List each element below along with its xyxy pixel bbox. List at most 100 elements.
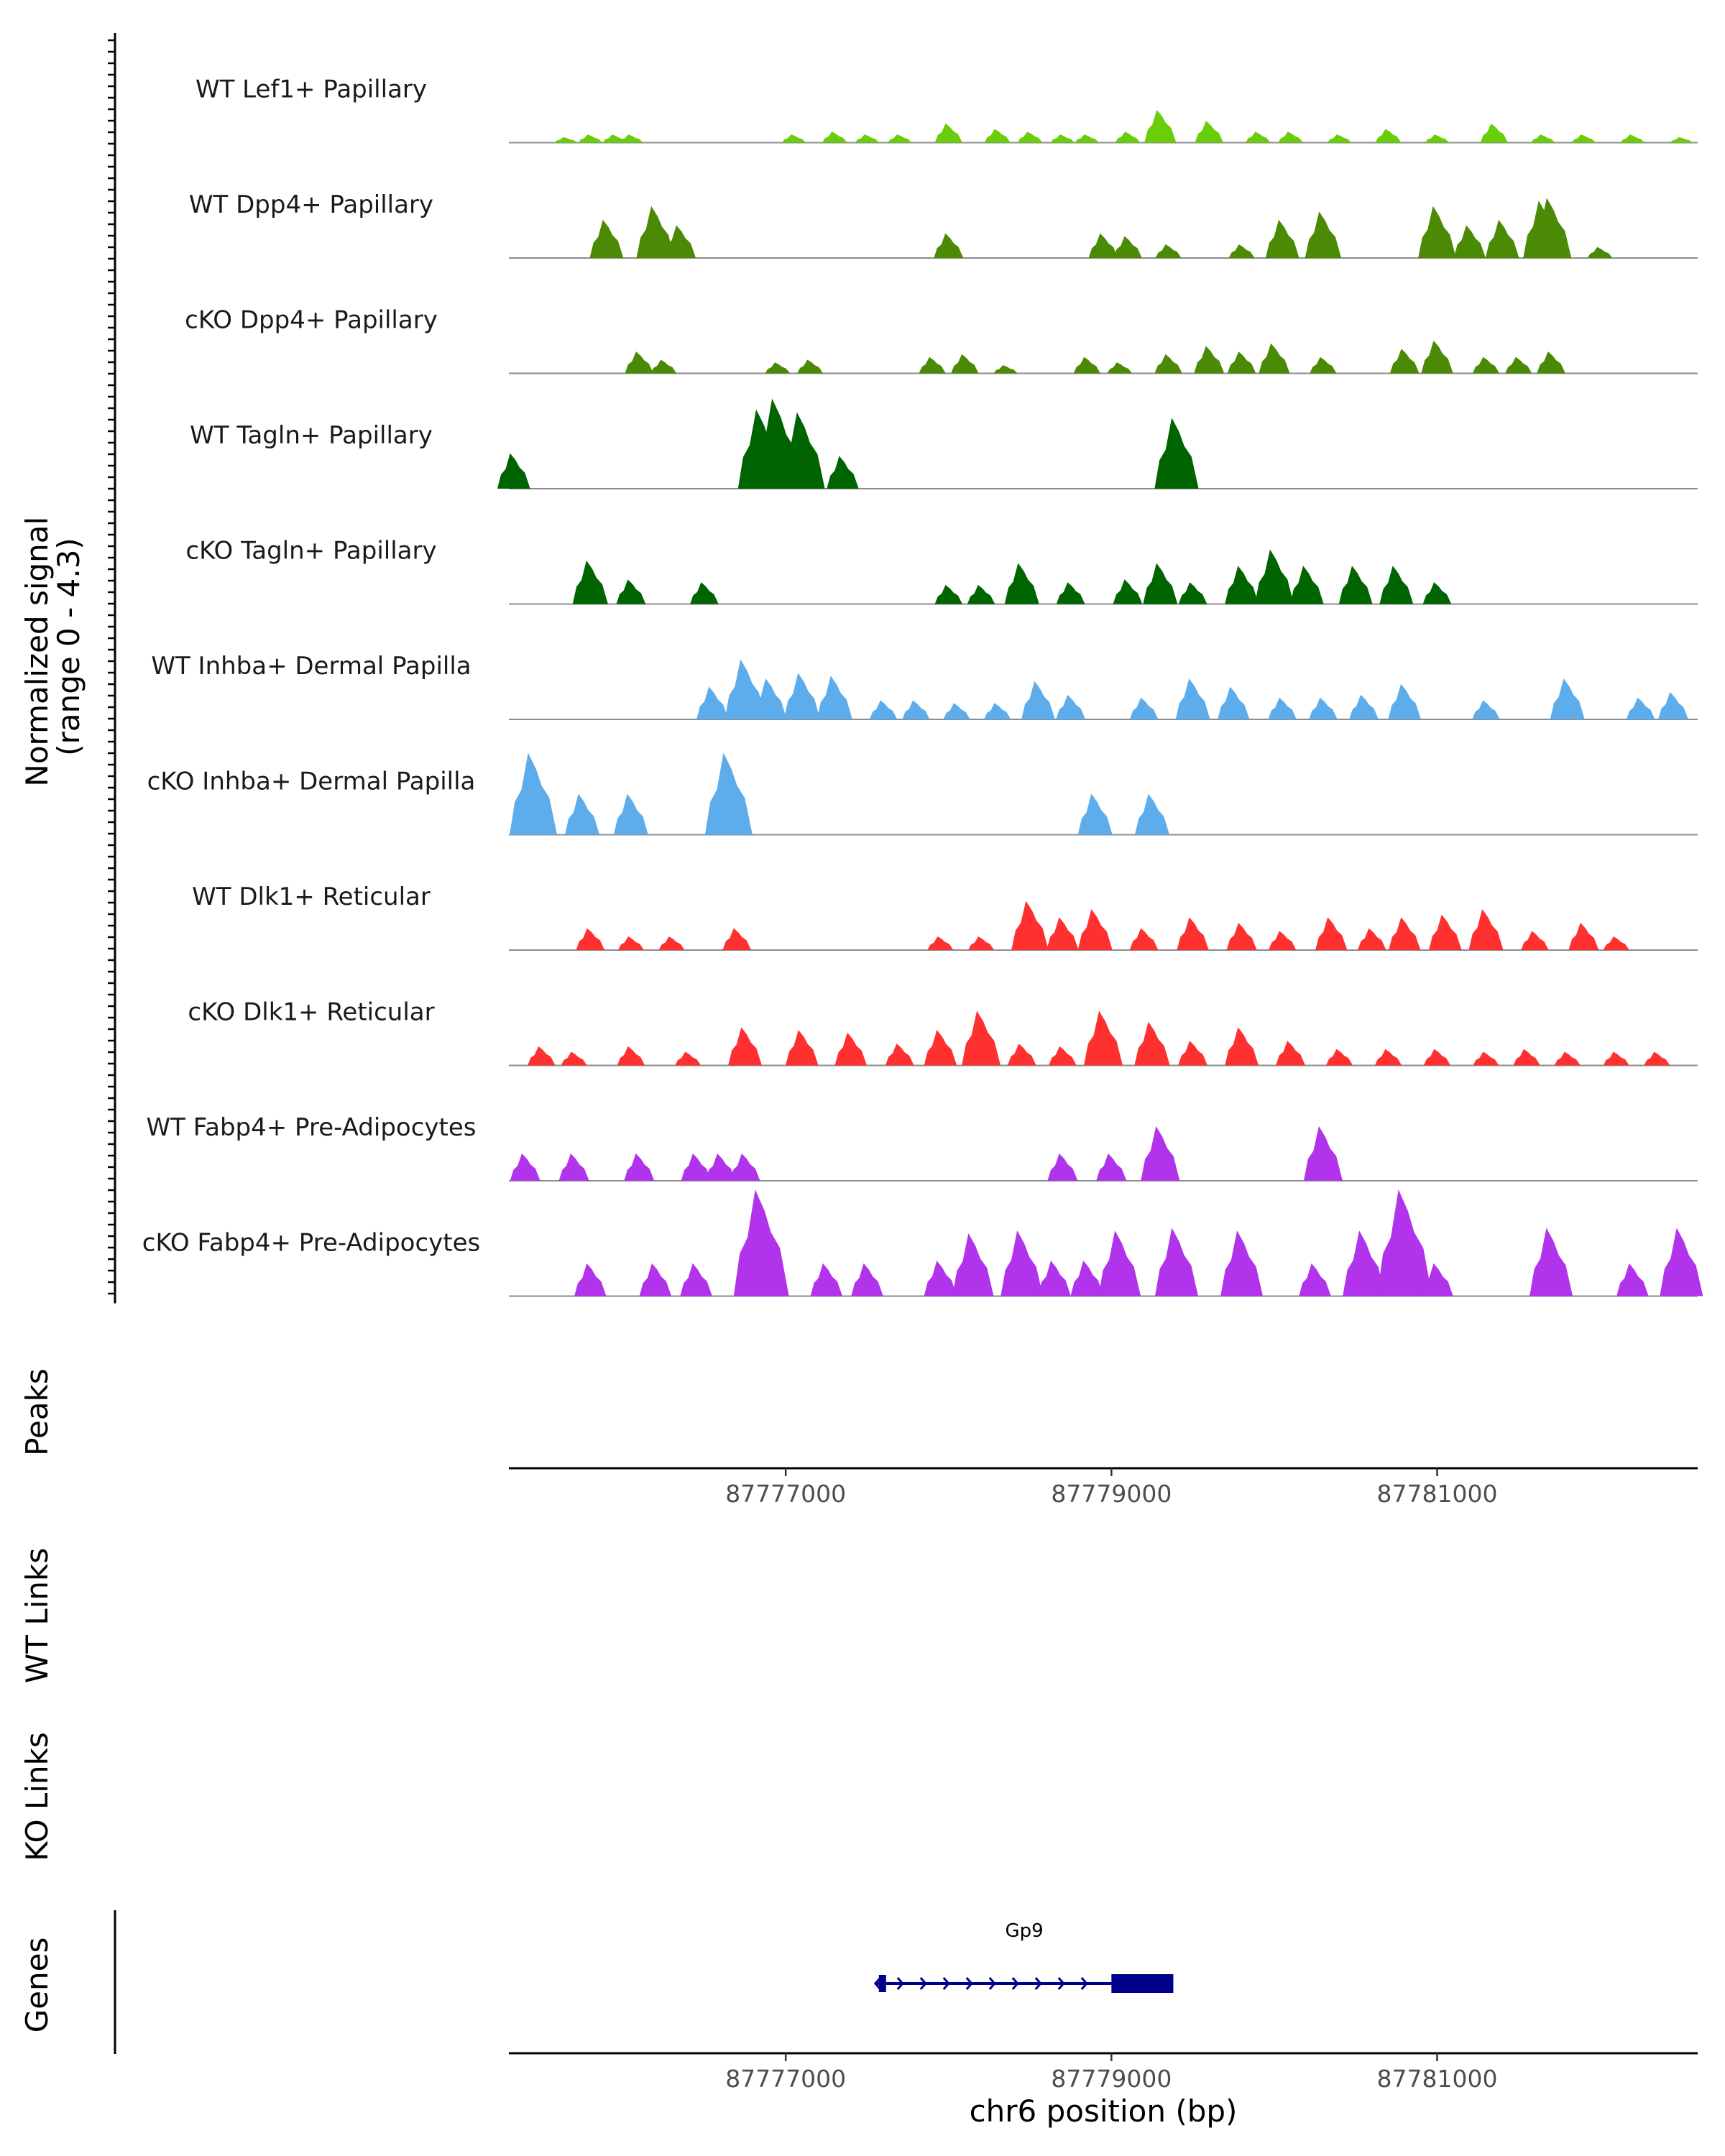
signal-peak xyxy=(1143,563,1178,604)
signal-peak xyxy=(1268,697,1297,719)
signal-peak xyxy=(1098,1230,1141,1296)
signal-peak xyxy=(554,137,578,143)
signal-peak xyxy=(1084,1010,1123,1066)
signal-peak xyxy=(781,134,806,143)
strand-arrow xyxy=(1080,1977,1088,1990)
signal-peak xyxy=(696,686,729,719)
signal-peak xyxy=(625,351,654,374)
signal-peak xyxy=(1226,923,1257,950)
signal-peak xyxy=(1537,351,1565,374)
strand-arrow xyxy=(1034,1977,1042,1990)
signal-peak xyxy=(561,1051,587,1066)
signal-peak xyxy=(765,362,791,374)
strand-arrow xyxy=(873,1977,881,1990)
signal-peak xyxy=(1088,233,1118,258)
signal-peak xyxy=(752,678,787,719)
signal-peak xyxy=(1021,681,1055,719)
signal-peak xyxy=(613,793,648,835)
signal-peak xyxy=(1530,1227,1573,1296)
strand-arrow xyxy=(1011,1977,1019,1990)
signal-peak xyxy=(675,1051,702,1066)
track-3: cKO Dpp4+ Papillary xyxy=(185,306,1698,374)
signal-peak xyxy=(1513,1049,1540,1066)
signal-peak xyxy=(952,1233,994,1296)
signal-peak xyxy=(639,1263,672,1296)
signal-peak xyxy=(1265,219,1300,258)
signal-peak xyxy=(1468,909,1504,950)
signal-peak xyxy=(1220,1230,1263,1296)
signal-peak xyxy=(1195,121,1224,143)
signal-peak xyxy=(1421,1263,1453,1296)
x-axis-title: chr6 position (bp) xyxy=(970,2093,1238,2129)
signal-peak xyxy=(1047,1153,1078,1181)
signal-peak xyxy=(1073,356,1100,374)
signal-peak xyxy=(1658,692,1688,719)
signal-peak xyxy=(1429,914,1462,950)
gene-track: Gp9 xyxy=(873,1920,1174,1993)
signal-peak xyxy=(1129,928,1159,950)
track-1: WT Lef1+ Papillary xyxy=(196,75,1698,144)
signal-peak xyxy=(572,560,608,604)
strand-arrow xyxy=(896,1977,904,1990)
signal-peak xyxy=(934,233,964,258)
signal-peak xyxy=(1135,793,1169,835)
signal-peak xyxy=(1007,1044,1036,1066)
track-label: cKO Dlk1+ Reticular xyxy=(188,998,434,1027)
signal-peak xyxy=(733,1189,789,1296)
signal-peak xyxy=(779,412,825,489)
x-axis-tick-label: 87779000 xyxy=(1051,1480,1172,1508)
signal-peak xyxy=(1480,123,1508,143)
signal-peak xyxy=(1077,793,1113,835)
signal-peak xyxy=(1521,931,1549,950)
signal-peak xyxy=(1587,247,1613,258)
gene-label: Gp9 xyxy=(1006,1920,1044,1942)
track-label: WT Fabp4+ Pre-Adipocytes xyxy=(147,1113,477,1142)
signal-peak xyxy=(1531,134,1555,143)
signal-peak xyxy=(1343,1230,1385,1296)
signal-peak xyxy=(984,703,1011,719)
track-label: cKO Dpp4+ Papillary xyxy=(185,306,438,335)
gene-first-exon xyxy=(878,1975,886,1992)
coverage-tracks: WT Lef1+ Papillary WT Dpp4+ Papillary cKO … xyxy=(142,75,1703,1297)
signal-peak xyxy=(1505,356,1532,374)
signal-peak xyxy=(728,1027,762,1066)
signal-peak xyxy=(565,793,599,835)
peaks-x-axis-ticks: 87777000 87779000 87781000 xyxy=(725,1468,1497,1508)
track-11: cKO Fabp4+ Pre-Adipocytes xyxy=(142,1189,1703,1297)
x-axis-tick-label: 87777000 xyxy=(725,1480,846,1508)
x-axis-tick-label: 87781000 xyxy=(1376,1480,1497,1508)
signal-peak xyxy=(783,673,820,719)
strand-arrow xyxy=(1057,1977,1065,1990)
signal-peak xyxy=(1472,700,1500,719)
track-7: cKO Inhba+ Dermal Papilla xyxy=(147,752,1698,836)
signal-peak xyxy=(624,1153,655,1181)
signal-peak xyxy=(558,1153,589,1181)
signal-peak xyxy=(730,1153,760,1181)
signal-peak xyxy=(1374,1049,1402,1066)
signal-peak xyxy=(497,453,530,489)
y-axis-label-line2: (range 0 - 4.3) xyxy=(51,538,86,756)
strand-arrow xyxy=(919,1977,927,1990)
signal-peak xyxy=(528,1046,556,1066)
signal-peak xyxy=(663,225,696,258)
signal-peak xyxy=(797,359,824,374)
signal-peak xyxy=(1616,1263,1649,1296)
signal-peak xyxy=(1115,132,1141,143)
signal-peak xyxy=(1254,549,1294,604)
signal-peak xyxy=(1113,579,1143,604)
signal-peak xyxy=(851,1263,883,1296)
track-label: WT Lef1+ Papillary xyxy=(196,75,427,104)
track-8: WT Dlk1+ Reticular xyxy=(192,883,1698,951)
signal-peak xyxy=(722,928,751,950)
signal-peak xyxy=(574,1263,607,1296)
signal-peak xyxy=(1554,1051,1581,1066)
signal-peak xyxy=(816,676,852,719)
signal-peak xyxy=(1056,694,1086,719)
signal-peak xyxy=(1309,697,1338,719)
signal-peak xyxy=(1472,356,1500,374)
track-6: WT Inhba+ Dermal Papilla xyxy=(151,652,1698,720)
signal-peak xyxy=(1225,1027,1259,1066)
signal-peak xyxy=(658,936,685,950)
signal-peak xyxy=(924,1030,957,1066)
signal-peak xyxy=(810,1263,842,1296)
